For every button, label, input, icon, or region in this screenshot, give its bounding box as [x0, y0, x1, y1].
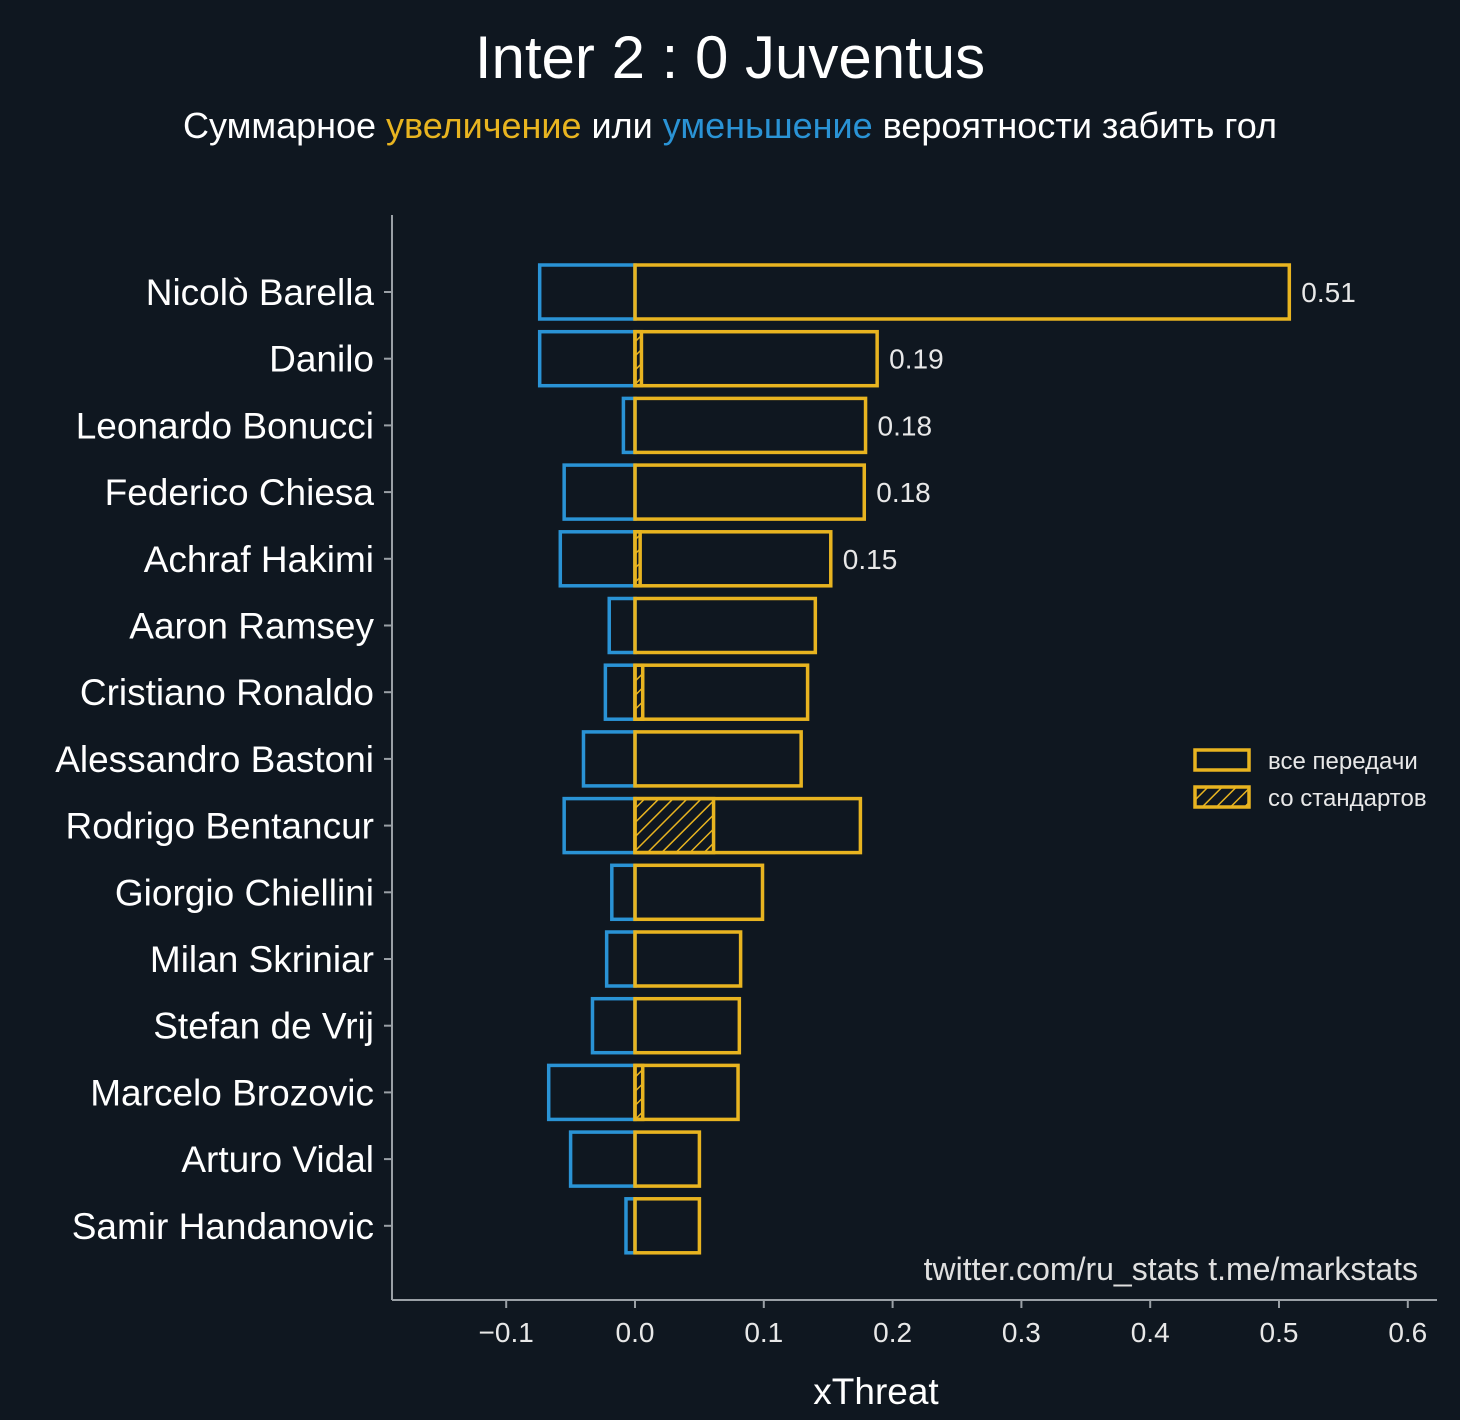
bar-increase [633, 1063, 740, 1122]
legend-swatch-all [1193, 748, 1251, 772]
x-tick-label: 0.3 [1002, 1317, 1041, 1348]
bar-decrease [604, 930, 637, 988]
x-tick-label: 0.0 [616, 1317, 655, 1348]
bar-decrease [546, 1063, 637, 1122]
bar-decrease [537, 263, 637, 321]
bar-increase [633, 730, 803, 788]
subtitle-part-5: вероятности забить гол [873, 105, 1277, 146]
x-tick-label: 0.4 [1131, 1317, 1170, 1348]
y-tick-label: Giorgio Chiellini [115, 872, 374, 913]
y-tick-label: Rodrigo Bentancur [65, 806, 374, 847]
bar-decrease [562, 796, 637, 855]
bar-increase [633, 1197, 702, 1255]
bar-decrease [568, 1130, 637, 1188]
y-tick-label: Leonardo Bonucci [76, 405, 374, 446]
y-tick-label: Alessandro Bastoni [55, 739, 374, 780]
y-tick-label: Nicolò Barella [146, 272, 375, 313]
bar-increase [633, 796, 863, 855]
x-axis: −0.1 0.0 0.1 0.2 0.3 0.4 0.5 0.6 [391, 215, 1437, 1348]
y-tick-label: Arturo Vidal [181, 1139, 374, 1180]
subtitle-increase: увеличение [386, 105, 581, 146]
y-tick-label: Samir Handanovic [72, 1206, 374, 1247]
bar-decrease [537, 329, 637, 388]
chart-title: Inter 2 : 0 Juventus [475, 24, 985, 91]
chart-subtitle: Суммарное увеличение или уменьшение веро… [183, 105, 1277, 146]
bar-increase [633, 530, 833, 588]
legend-label-all: все передачи [1268, 748, 1418, 775]
bar-decrease [558, 530, 637, 588]
y-tick-label: Cristiano Ronaldo [80, 672, 374, 713]
bar-increase [633, 329, 879, 388]
x-tick-label: 0.1 [744, 1317, 783, 1348]
y-tick-label: Aaron Ramsey [129, 606, 374, 647]
y-tick-label: Achraf Hakimi [144, 539, 374, 580]
bar-setpieces [633, 796, 716, 855]
bar-decrease [590, 996, 637, 1055]
bar-increase [633, 1130, 702, 1188]
credit-text: twitter.com/ru_stats t.me/markstats [924, 1251, 1418, 1287]
bar-increase [633, 863, 765, 922]
bars-group: 0.51 0.19 0.18 0.18 0.15 [537, 263, 1356, 1255]
bar-increase [633, 596, 818, 655]
legend: все передачи со стандартов [1193, 748, 1427, 812]
subtitle-part-3: или [582, 105, 663, 146]
bar-increase [633, 263, 1292, 321]
value-label: 0.51 [1301, 277, 1356, 308]
subtitle-part-1: Суммарное [183, 105, 386, 146]
x-tick-label: 0.6 [1388, 1317, 1427, 1348]
x-tick-label: −0.1 [479, 1317, 534, 1348]
x-tick-label: 0.2 [873, 1317, 912, 1348]
value-label: 0.18 [878, 410, 933, 441]
bar-increase [633, 663, 810, 721]
y-tick-label: Marcelo Brozovic [90, 1072, 374, 1113]
bar-decrease [562, 463, 637, 521]
legend-swatch-setpieces [1193, 785, 1251, 809]
y-tick-label: Stefan de Vrij [153, 1006, 374, 1047]
bar-increase [633, 463, 867, 521]
value-label: 0.19 [889, 344, 944, 375]
value-label: 0.15 [843, 544, 898, 575]
bar-decrease [603, 663, 637, 721]
y-axis-labels: Nicolò Barella Danilo Leonardo Bonucci Fede… [55, 272, 392, 1247]
value-label: 0.18 [876, 477, 931, 508]
subtitle-decrease: уменьшение [663, 105, 873, 146]
bar-decrease [607, 596, 637, 655]
bar-decrease [610, 863, 637, 922]
y-tick-label: Milan Skriniar [150, 939, 374, 980]
x-axis-label: xThreat [813, 1371, 939, 1412]
legend-label-setpieces: со стандартов [1268, 785, 1427, 812]
y-tick-label: Federico Chiesa [105, 472, 375, 513]
x-tick-label: 0.5 [1260, 1317, 1299, 1348]
bar-increase [633, 396, 868, 455]
bar-increase [633, 996, 742, 1055]
bar-increase [633, 930, 743, 988]
y-tick-label: Danilo [269, 339, 374, 380]
bar-decrease [581, 730, 637, 788]
